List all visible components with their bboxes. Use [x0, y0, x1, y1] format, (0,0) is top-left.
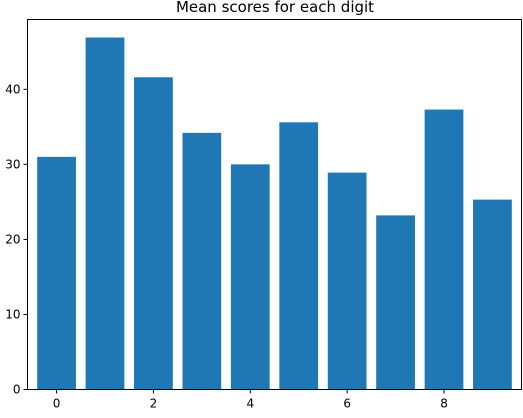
bar-7 [376, 215, 415, 390]
y-axis: 0 10 20 30 40 [5, 82, 28, 397]
plot-frame [27, 19, 522, 390]
x-tick-label: 8 [440, 397, 448, 411]
y-tick-label: 0 [13, 383, 21, 397]
x-tick-label: 6 [343, 397, 351, 411]
y-tick-label: 40 [5, 82, 20, 96]
bar-5 [279, 122, 319, 390]
bar-6 [327, 172, 367, 390]
x-axis: 0 2 4 6 8 [53, 389, 448, 411]
x-tick-label: 0 [53, 397, 61, 411]
bar-9 [473, 199, 512, 390]
bar-0 [37, 156, 76, 390]
bar-4 [230, 164, 270, 390]
x-tick-label: 4 [246, 397, 254, 411]
y-tick-label: 20 [5, 232, 20, 246]
y-tick-label: 10 [5, 307, 20, 321]
chart-title: Mean scores for each digit [176, 0, 374, 16]
bar-2 [134, 77, 173, 390]
bar-1 [85, 37, 125, 390]
x-tick-label: 2 [150, 397, 158, 411]
bar-8 [424, 109, 464, 390]
bars-layer [37, 37, 512, 390]
y-tick-label: 30 [5, 157, 20, 171]
bar-3 [182, 132, 222, 390]
